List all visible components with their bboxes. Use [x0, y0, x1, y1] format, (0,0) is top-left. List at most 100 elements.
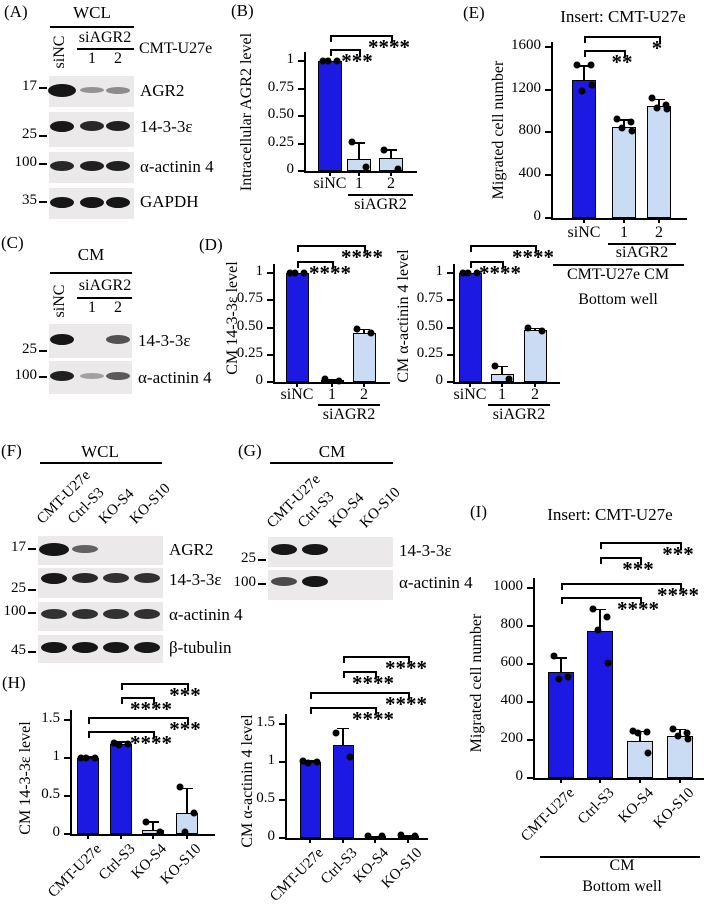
- blot-A-marker-dash-1: [39, 135, 47, 137]
- chart-D1-xtick-1: [331, 382, 333, 387]
- blot-A-marker-35: 35: [22, 192, 37, 208]
- chart-E-sig-tick-l-1: [584, 36, 586, 43]
- chart-B-sig-tick-r-1: [391, 35, 393, 42]
- chart-D1-ytick-0: [267, 381, 273, 383]
- chart-E-yticklabel-1: 400: [518, 165, 542, 182]
- chart-H2-sig-tick-r-2: [408, 692, 410, 699]
- blot-F-band-label-3: β-tubulin: [169, 638, 232, 657]
- chart-D2-bar-siNC: [458, 273, 482, 382]
- blot-F-band-r2-lane2: [103, 609, 129, 619]
- blot-F-band-r1-lane1: [72, 573, 98, 583]
- panel-letter-A: (A): [4, 2, 28, 21]
- chart-E-sig-tick-r-1: [659, 36, 661, 43]
- chart-E-ytick-4: [545, 45, 551, 48]
- panel-letter-F: (F): [1, 441, 22, 460]
- chart-E-datapoint-0-2: [578, 87, 586, 95]
- chart-H1-yaxis: [70, 710, 72, 836]
- chart-E-xaxis: [551, 218, 687, 220]
- chart-D2-datapoint-0-0: [459, 269, 467, 277]
- chart-E-errcap-2: [653, 98, 665, 101]
- blot-F-band-r2-lane0: [41, 609, 67, 619]
- panel-letter-H: (H): [2, 673, 26, 692]
- chart-I-bar-CMT-U27e: [548, 671, 574, 778]
- blot-A-band-label-2: α-actinin 4: [140, 157, 214, 176]
- blot-A-band-r0-lane0: [48, 83, 76, 97]
- chart-I-sig-line-0: [600, 542, 680, 544]
- chart-D1-group-line: [318, 404, 380, 406]
- chart-E-sig-line-0: [584, 50, 624, 52]
- chart-I-ytick-3: [527, 663, 533, 665]
- chart-I-xlabel-3: KO-S10: [650, 785, 698, 832]
- chart-I-sig-line-2: [561, 583, 680, 585]
- chart-I-sig-tick-l-1: [600, 557, 602, 564]
- chart-D2-ytick-3: [447, 299, 453, 302]
- chart-D1-yaxis: [273, 264, 275, 384]
- chart-E-datapoint-1-0: [613, 115, 621, 123]
- chart-B-xlabel-2: 2: [387, 175, 395, 192]
- chart-H2-datapoint-3-1: [411, 832, 419, 840]
- chart-H1-xtick-2: [152, 834, 154, 839]
- chart-I-xtick-1: [599, 778, 601, 783]
- chart-D2-sig-stars-1: ****: [512, 245, 554, 269]
- chart-H2-xtick-0: [309, 838, 311, 843]
- chart-H2-errline-1: [342, 727, 344, 746]
- chart-B-datapoint-0-2: [324, 57, 332, 65]
- chart-E-yaxis: [551, 42, 553, 220]
- chart-D1-datapoint-1-0: [321, 375, 329, 383]
- blot-A-marker-17: 17: [22, 78, 37, 94]
- chart-E-datapoint-2-0: [648, 94, 656, 102]
- chart-B-datapoint-0-0: [319, 57, 327, 65]
- chart-B-datapoint-0-1: [333, 57, 341, 65]
- chart-E-yticklabel-4: 1600: [511, 36, 541, 53]
- chart-H2-bar-CMT-U27e: [299, 762, 321, 838]
- chart-E-bar-1: [612, 126, 636, 218]
- chart-B-ytick-4: [298, 60, 304, 62]
- blot-A-band-r1-lane1: [80, 121, 104, 131]
- blot-A-band-r2-lane2: [106, 161, 130, 171]
- blot-F-band-r3-lane1: [72, 641, 98, 653]
- blot-C-marker-100: 100: [14, 367, 38, 383]
- chart-H2-datapoint-0-1: [313, 758, 321, 766]
- chart-H1-bar-KO-S4: [142, 830, 164, 834]
- blot-C-band-r0-lane2: [106, 334, 130, 344]
- chart-I-ytick-4: [527, 625, 533, 627]
- blot-F-band-label-2: α-actinin 4: [169, 605, 243, 624]
- chart-D1-errcap-1: [326, 378, 338, 381]
- chart-D2-xtick-2: [534, 382, 536, 387]
- chart-H1-xaxis: [70, 834, 215, 836]
- chart-B-datapoint-1-1: [362, 163, 370, 171]
- chart-D2-datapoint-2-1: [538, 327, 546, 335]
- chart-D2-xaxis: [453, 382, 560, 384]
- chart-I-sig-stars-3: ****: [617, 597, 659, 621]
- blot-C-group-label: siAGR2: [78, 277, 132, 294]
- blot-F-band-label-1: 14-3-3ε: [169, 570, 222, 589]
- blot-G-lane-KO-S10: KO-S10: [356, 484, 404, 532]
- chart-E-ytick-2: [545, 131, 551, 134]
- chart-I-ytick-1: [527, 739, 533, 741]
- chart-H1-sig-tick-l-1: [121, 697, 123, 704]
- chart-B-group-line: [348, 194, 413, 196]
- chart-H2-bar-Ctrl-S3: [332, 745, 354, 838]
- chart-E-group-line: [608, 243, 676, 245]
- chart-H2-sig-stars-3: ****: [352, 707, 394, 731]
- chart-D1-xlabel-0: siNC: [280, 386, 314, 403]
- chart-H1-xlabel-1: Ctrl-S3: [95, 841, 139, 884]
- chart-H2-errcap-3: [402, 834, 414, 837]
- chart-E-datapoint-0-0: [573, 61, 581, 69]
- chart-E-ytick-1: [545, 174, 551, 177]
- blot-G-marker-100: 100: [233, 574, 257, 590]
- blot-A-marker-100: 100: [14, 154, 38, 170]
- chart-D2-yticklabel-4: 1: [435, 263, 444, 279]
- chart-I-datapoint-3-2: [674, 732, 682, 740]
- chart-H2-datapoint-2-1: [378, 832, 386, 840]
- chart-H2-sig-tick-r-1: [375, 671, 377, 678]
- blot-C-band-r1-lane2: [106, 372, 130, 380]
- chart-H2-ytick-0: [279, 837, 285, 839]
- chart-H1-yticklabel-0: 0: [52, 824, 61, 840]
- chart-H2-xtick-1: [342, 838, 344, 843]
- blot-A-lane-num-1: 1: [88, 50, 96, 67]
- chart-D2-datapoint-0-2: [464, 269, 472, 277]
- chart-B-sig-stars-0: ***: [341, 49, 373, 73]
- chart-H1-sig-tick-l-2: [88, 717, 90, 724]
- blot-F-band-label-0: AGR2: [169, 540, 214, 559]
